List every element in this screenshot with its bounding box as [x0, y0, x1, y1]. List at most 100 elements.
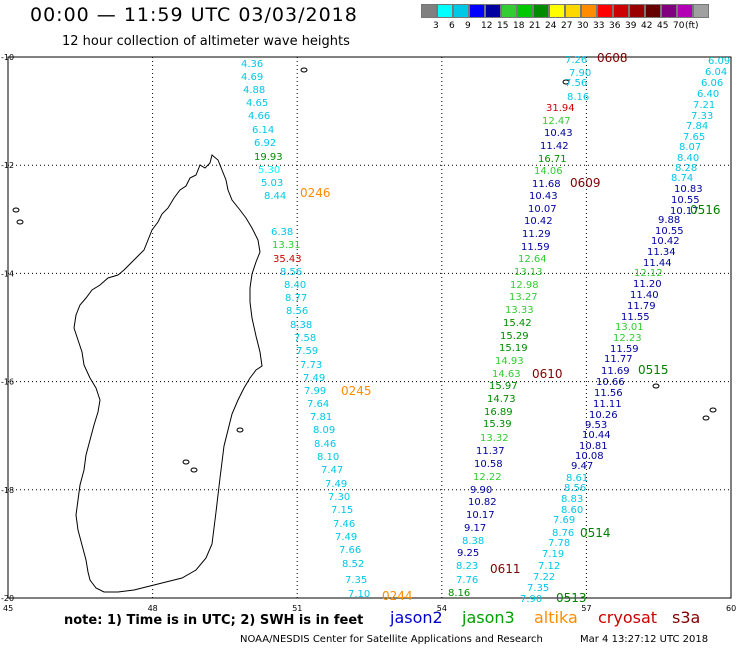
legend-label: 3	[433, 21, 439, 31]
cryosat-swh-value: 11.37	[476, 446, 505, 457]
jason3-swh-value: 10.81	[579, 441, 608, 452]
jason3-swh-value: 11.77	[604, 354, 633, 365]
pass-number-label: 0244	[382, 589, 413, 603]
altika-swh-value: 7.35	[345, 575, 367, 586]
altika-swh-value: 7.10	[348, 589, 370, 600]
jason3-swh-value: 8.56	[564, 483, 586, 494]
legend-color-cell	[629, 4, 645, 18]
cryosat-swh-value: 14.73	[487, 394, 516, 405]
color-legend	[421, 4, 709, 18]
altika-swh-value: 4.88	[243, 85, 265, 96]
footer-note: note: 1) Time is in UTC; 2) SWH is in fe…	[64, 613, 364, 628]
legend-color-cell	[533, 4, 549, 18]
jason3-swh-value: 11.11	[593, 399, 622, 410]
altika-swh-value: 7.47	[321, 465, 343, 476]
jason3-swh-value: 9.53	[585, 420, 607, 431]
jason3-swh-value: 6.40	[697, 89, 719, 100]
satellite-name-altika: altika	[534, 608, 578, 627]
altika-swh-value: 7.64	[307, 399, 329, 410]
jason3-swh-value: 11.44	[643, 258, 672, 269]
altika-swh-value: 8.56	[286, 306, 308, 317]
jason3-swh-value: 11.20	[633, 279, 662, 290]
cryosat-swh-value: 8.16	[567, 92, 589, 103]
island-outline	[702, 415, 710, 421]
pass-number-label: 0609	[570, 176, 601, 190]
altika-swh-value: 7.81	[310, 412, 332, 423]
legend-label: 18	[513, 21, 525, 31]
satellite-name-s3a: s3a	[672, 608, 701, 627]
cryosat-swh-value: 10.82	[468, 497, 497, 508]
jason3-swh-value: 10.17	[670, 206, 699, 217]
island-outline	[300, 67, 308, 73]
satellite-name-jason3: jason3	[462, 608, 515, 627]
pass-number-label: 0611	[490, 562, 521, 576]
satellite-name-jason2: jason2	[390, 608, 443, 627]
altika-swh-value: 8.10	[317, 452, 339, 463]
altika-swh-value: 8.38	[290, 320, 312, 331]
cryosat-swh-value: 10.43	[544, 128, 573, 139]
jason3-swh-value: 7.22	[533, 572, 555, 583]
generated-timestamp: Mar 4 13:27:12 UTC 2018	[580, 634, 709, 645]
jason3-swh-value: 11.40	[630, 290, 659, 301]
legend-label: 21	[529, 21, 541, 31]
altika-swh-value: 4.65	[246, 98, 268, 109]
lon-tick-label: 57	[581, 604, 591, 613]
altika-swh-value: 8.77	[285, 293, 307, 304]
altika-swh-value: 7.30	[328, 492, 350, 503]
altika-swh-value: 7.59	[296, 346, 318, 357]
altika-swh-value: 4.69	[241, 72, 263, 83]
legend-color-cell	[645, 4, 661, 18]
map-subtitle: 12 hour collection of altimeter wave hei…	[62, 34, 350, 49]
legend-color-cell	[597, 4, 613, 18]
jason3-swh-value: 12.12	[634, 268, 663, 279]
cryosat-swh-value: 10.17	[466, 510, 495, 521]
cryosat-swh-value: 15.42	[503, 318, 532, 329]
altika-swh-value: 8.40	[284, 280, 306, 291]
legend-label: 70	[673, 21, 685, 31]
cryosat-swh-value: 16.71	[538, 154, 567, 165]
altika-swh-value: 7.73	[300, 360, 322, 371]
cryosat-swh-value: 7.56	[565, 78, 587, 89]
altika-swh-value: 8.44	[264, 191, 286, 202]
legend-label: 9	[465, 21, 471, 31]
jason3-swh-value: 10.66	[596, 377, 625, 388]
legend-color-cell	[693, 4, 709, 18]
credit-line: NOAA/NESDIS Center for Satellite Applica…	[240, 634, 543, 645]
legend-label: 45	[657, 21, 669, 31]
altika-swh-value: 6.92	[254, 138, 276, 149]
legend-color-cell	[613, 4, 629, 18]
legend-color-cell	[485, 4, 501, 18]
legend-label: 39	[625, 21, 637, 31]
cryosat-swh-value: 15.29	[500, 331, 529, 342]
cryosat-swh-value: 10.42	[524, 216, 553, 227]
island-outline	[190, 467, 198, 473]
legend-color-cell	[581, 4, 597, 18]
legend-label: 42	[641, 21, 653, 31]
altika-swh-value: 7.49	[325, 479, 347, 490]
jason3-swh-value: 9.88	[658, 215, 680, 226]
altika-swh-value: 8.46	[314, 439, 336, 450]
legend-label: (ft)	[685, 21, 699, 31]
jason3-swh-value: 11.55	[621, 312, 650, 323]
altika-swh-value: 6.14	[252, 125, 274, 136]
jason3-swh-value: 11.56	[594, 388, 623, 399]
island-outline	[16, 219, 24, 225]
madagascar-coastline	[73, 154, 263, 593]
legend-color-cell	[517, 4, 533, 18]
legend-color-cell	[565, 4, 581, 18]
jason3-swh-value: 7.90	[520, 594, 542, 605]
altika-swh-value: 7.15	[331, 505, 353, 516]
altika-swh-value: 8.52	[342, 559, 364, 570]
altika-swh-value: 8.56	[280, 267, 302, 278]
cryosat-swh-value: 15.19	[499, 343, 528, 354]
map-frame	[7, 56, 732, 599]
legend-color-cell	[421, 4, 437, 18]
island-outline	[709, 407, 717, 413]
altika-swh-value: 13.31	[272, 240, 301, 251]
lon-tick-label: 51	[292, 604, 302, 613]
lon-tick-label: 54	[437, 604, 447, 613]
jason3-swh-value: 11.59	[610, 344, 639, 355]
jason3-swh-value: 8.28	[675, 163, 697, 174]
altika-swh-value: 7.66	[339, 545, 361, 556]
